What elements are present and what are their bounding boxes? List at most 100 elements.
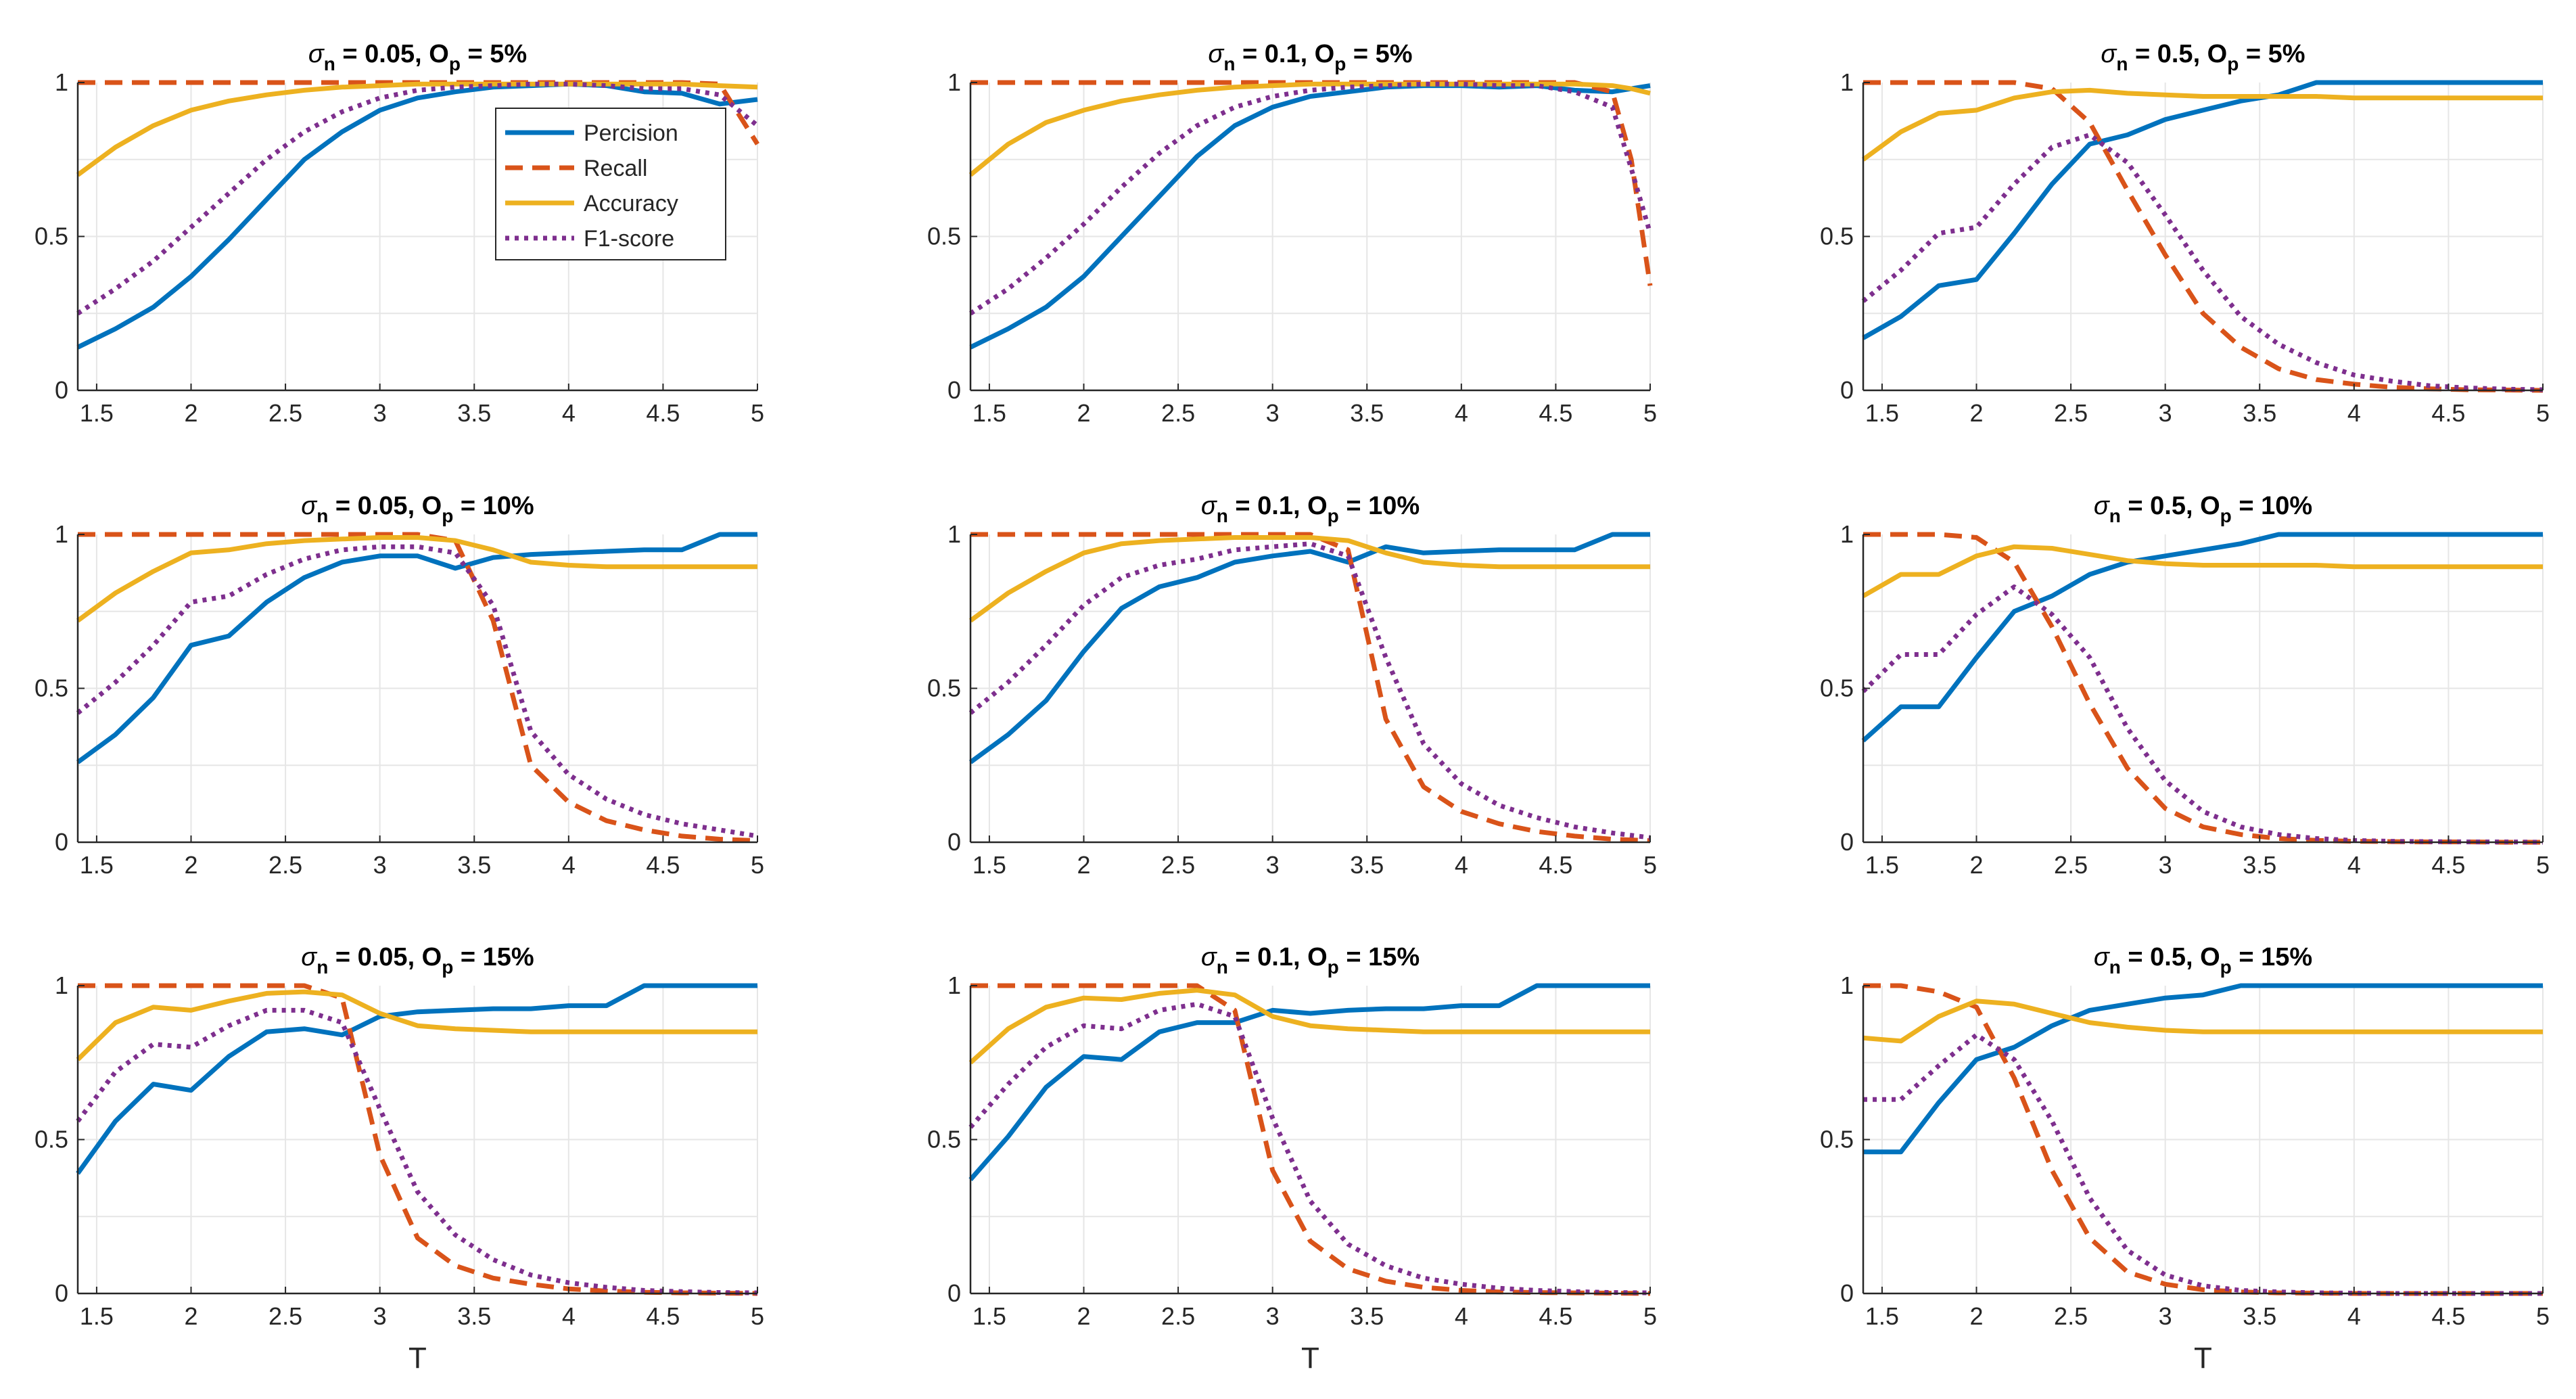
x-tick-label: 3 [2159,399,2172,427]
x-tick-label: 5 [1643,1302,1657,1330]
x-tick-label: 4 [2347,851,2361,879]
legend-label-f1-score: F1-score [584,226,674,252]
x-tick-label: 5 [1643,851,1657,879]
subplot-9: 1.5 2 2.5 3 3.5 4 4.5 5 0 0.5 1 σn = 0.5, Op = 15% T [1820,943,2550,1375]
series-line-percision [1863,983,2543,1155]
series-line-recall [970,532,1651,844]
x-tick-label: 3.5 [2243,1302,2276,1330]
x-tick-label: 2.5 [2054,399,2088,427]
x-tick-label: 2.5 [1161,1302,1195,1330]
x-tick-label: 3.5 [1350,851,1384,879]
x-tick-label: 4.5 [646,851,680,879]
subplot-title: σn = 0.5, Op = 15% [2094,943,2312,978]
x-tick-label: 3 [373,399,387,427]
series-line-accuracy [968,535,1650,623]
y-tick-label: 0.5 [34,1126,68,1153]
series-line-accuracy [968,988,1650,1065]
y-tick-label: 0.5 [1820,674,1854,702]
x-tick-label: 3.5 [1350,399,1384,427]
series-line-accuracy [1862,544,2543,599]
x-tick-label: 4 [562,851,576,879]
x-tick-label: 3 [1266,851,1280,879]
y-tick-label: 1 [55,68,68,96]
series-line-percision [76,81,758,350]
subplot-3: 1.5 2 2.5 3 3.5 4 4.5 5 0 0.5 1 σn = 0.5, Op = 5% [1820,40,2550,427]
x-axis-label: T [408,1341,427,1375]
subplot-title: σn = 0.1, Op = 15% [1201,943,1420,978]
subplot-title: σn = 0.05, Op = 10% [301,492,534,526]
x-tick-label: 3.5 [2243,399,2276,427]
series-line-accuracy [1863,999,2543,1044]
series-line-recall [78,983,758,1296]
series-line-percision [968,983,1650,1182]
x-tick-label: 2.5 [2054,1302,2088,1330]
x-tick-label: 2 [1969,851,1983,879]
series-line-recall [970,983,1651,1296]
subplot-title: σn = 0.5, Op = 5% [2101,40,2305,74]
x-tick-label: 2 [1077,1302,1090,1330]
x-tick-label: 3 [2159,851,2172,879]
y-tick-label: 0.5 [927,223,961,250]
x-tick-label: 1.5 [973,399,1006,427]
y-tick-label: 1 [1840,520,1854,548]
y-tick-label: 0 [55,828,68,856]
x-tick-label: 4 [562,399,576,427]
legend-label-accuracy: Accuracy [584,191,678,216]
y-tick-label: 0 [947,1279,961,1307]
x-tick-label: 1.5 [80,399,114,427]
series-line-f1-score [968,1001,1651,1295]
series-line-f1-score [1861,132,2544,392]
x-tick-label: 5 [2536,1302,2550,1330]
subplot-title: σn = 0.1, Op = 5% [1208,40,1412,74]
series-line-recall [1863,80,2544,393]
x-tick-label: 5 [2536,851,2550,879]
x-tick-label: 1.5 [80,851,114,879]
x-tick-label: 2.5 [268,1302,302,1330]
series-line-percision [1862,80,2543,340]
x-tick-label: 2.5 [268,851,302,879]
x-tick-label: 1.5 [1865,851,1899,879]
y-tick-label: 0 [55,1279,68,1307]
x-tick-label: 4.5 [1539,1302,1572,1330]
y-tick-label: 1 [947,971,961,999]
series-line-percision [76,532,757,764]
subplot-title: σn = 0.05, Op = 5% [308,40,527,74]
x-tick-label: 1.5 [1865,1302,1899,1330]
y-tick-label: 0.5 [1820,1126,1854,1153]
subplot-2: 1.5 2 2.5 3 3.5 4 4.5 5 0 0.5 1 σn = 0.1, Op = 5% [927,40,1657,427]
y-tick-label: 1 [1840,971,1854,999]
x-tick-label: 2.5 [268,399,302,427]
x-tick-label: 4 [562,1302,576,1330]
x-tick-label: 4 [1455,1302,1468,1330]
series-line-f1-score [76,1007,758,1295]
x-tick-label: 2 [1077,851,1090,879]
subplot-5: 1.5 2 2.5 3 3.5 4 4.5 5 0 0.5 1 σn = 0.1, Op = 10% [927,492,1657,879]
x-tick-label: 3 [1266,1302,1280,1330]
series-line-accuracy [1861,87,2543,162]
y-tick-label: 1 [947,68,961,96]
series-line-accuracy [76,989,757,1061]
subplot-1: 1.5 2 2.5 3 3.5 4 4.5 5 0 0.5 1 σn = 0.05, Op = 5% P… [34,40,764,427]
legend-label-percision: Percision [584,120,678,146]
x-tick-label: 3.5 [457,851,491,879]
y-tick-label: 0 [947,376,961,404]
series-line-percision [76,983,757,1175]
x-tick-label: 4 [2347,399,2361,427]
series-line-recall [1863,983,2543,1296]
y-tick-label: 0 [1840,828,1854,856]
y-tick-label: 1 [947,520,961,548]
x-tick-label: 5 [2536,399,2550,427]
x-tick-label: 4.5 [646,399,680,427]
x-tick-label: 5 [1643,399,1657,427]
x-axis-label: T [1301,1341,1319,1375]
y-tick-label: 0.5 [927,674,961,702]
subplot-title: σn = 0.05, Op = 15% [301,943,534,978]
subplot-7: 1.5 2 2.5 3 3.5 4 4.5 5 0 0.5 1 σn = 0.05, Op = 15%… [34,943,764,1375]
series-line-accuracy [76,81,758,177]
x-tick-label: 4.5 [646,1302,680,1330]
x-tick-label: 3.5 [1350,1302,1384,1330]
x-tick-label: 4.5 [1539,851,1572,879]
series-line-f1-score [969,81,1653,316]
x-tick-label: 3.5 [457,399,491,427]
